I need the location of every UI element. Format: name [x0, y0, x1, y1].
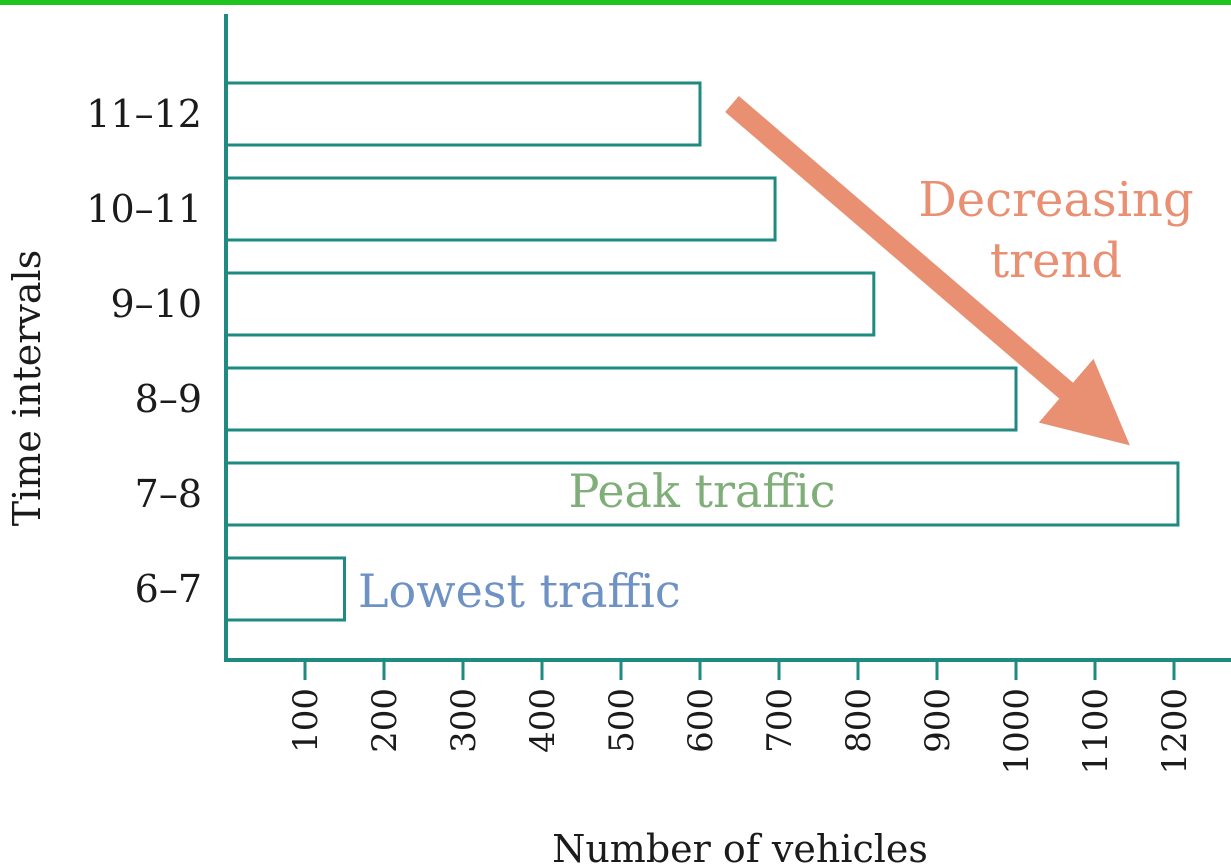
x-tick-label-1: 200	[365, 688, 405, 753]
y-tick-label-1: 10–11	[86, 187, 202, 231]
bar-3	[224, 366, 1018, 432]
bar-4	[224, 461, 1180, 527]
trend-label-line2: trend	[990, 233, 1122, 289]
x-tick-label-5: 600	[681, 688, 721, 753]
x-tick-label-3: 400	[523, 688, 563, 753]
x-tick-label-8: 900	[918, 688, 958, 753]
bar-0	[224, 81, 702, 147]
bar-1	[224, 176, 777, 242]
top-border	[0, 0, 1231, 5]
x-tick-label-4: 500	[602, 688, 642, 753]
x-tick-label-11: 1200	[1155, 688, 1195, 775]
trend-arrow	[725, 96, 1130, 446]
y-tick-label-4: 7–8	[135, 472, 202, 516]
x-tick-label-9: 1000	[997, 688, 1037, 775]
peak-traffic-label: Peak traffic	[568, 464, 835, 518]
trend-label-line1: Decreasing	[918, 172, 1193, 228]
x-tick-label-2: 300	[444, 688, 484, 753]
x-tick-label-0: 100	[286, 688, 326, 753]
x-tick-label-6: 700	[760, 688, 800, 753]
y-tick-label-3: 8–9	[135, 377, 202, 421]
trend-annotation: Decreasing trend	[725, 96, 1194, 446]
lowest-traffic-label: Lowest traffic	[358, 564, 681, 618]
x-tick-label-10: 1100	[1076, 688, 1116, 775]
bar-5	[224, 556, 346, 622]
x-tick-label-7: 800	[839, 688, 879, 753]
y-tick-label-5: 6–7	[135, 567, 202, 611]
y-tick-label-0: 11–12	[86, 92, 202, 136]
y-axis-title: Time intervals	[5, 250, 49, 526]
x-axis-title: Number of vehicles	[552, 827, 928, 864]
bar-2	[224, 271, 876, 337]
y-tick-label-2: 9–10	[110, 282, 202, 326]
